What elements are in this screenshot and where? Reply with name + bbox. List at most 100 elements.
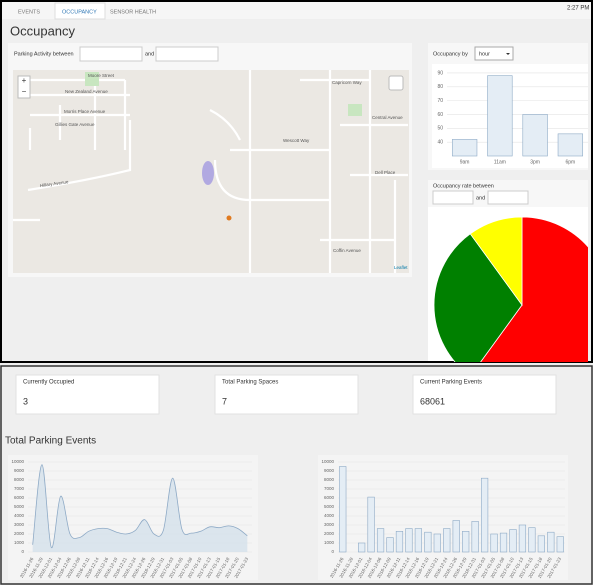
map-label: New Zealand Avenue <box>65 89 108 94</box>
active-tab-bg <box>54 2 106 20</box>
line-chart-bg <box>8 455 258 580</box>
map-label: Dell Place <box>375 170 396 175</box>
interval-value: hour <box>479 51 490 57</box>
date-input[interactable] <box>432 190 474 205</box>
y-tick-label: 80 <box>437 84 443 90</box>
y-tick-label: 8000 <box>324 477 335 482</box>
bar <box>487 75 513 157</box>
map-label: Coffin Avenue <box>333 248 361 253</box>
tab[interactable]: SENSOR HEALTH <box>110 9 156 15</box>
layers-button[interactable] <box>388 75 404 91</box>
bar <box>451 139 478 157</box>
tab[interactable]: OCCUPANCY <box>62 9 97 15</box>
area <box>32 464 248 552</box>
y-tick-label: 9000 <box>324 468 335 473</box>
bar <box>405 528 413 553</box>
map-attribution: Leaflet <box>394 265 408 270</box>
y-tick-label: 3000 <box>324 522 335 527</box>
interval-select[interactable] <box>474 46 514 61</box>
bar <box>339 466 347 553</box>
bar <box>395 530 404 553</box>
map-label: Gillies Gate Avenue <box>55 122 95 127</box>
y-tick-label: 5000 <box>324 504 335 509</box>
bar <box>537 535 545 553</box>
bar <box>528 527 536 553</box>
y-tick-label: 60 <box>437 112 443 118</box>
bar <box>518 524 527 553</box>
stat-card <box>412 374 557 415</box>
y-tick-label: 3000 <box>14 522 25 527</box>
pie-slice <box>433 233 523 362</box>
y-tick-label: 70 <box>437 98 443 104</box>
y-tick-label: 90 <box>437 70 443 76</box>
tab[interactable]: EVENTS <box>18 9 40 15</box>
date-input[interactable] <box>79 46 143 62</box>
occupancy-by-label: Occupancy by <box>433 51 468 57</box>
bar <box>424 531 432 553</box>
park <box>85 72 99 86</box>
filter-and: and <box>145 51 154 57</box>
map-label: Central Avenue <box>372 115 403 120</box>
stat-card <box>214 374 359 415</box>
bar <box>490 533 498 553</box>
pie-slice <box>469 216 523 307</box>
pie-slice <box>480 216 588 362</box>
bar <box>480 477 489 553</box>
stat-value: 68061 <box>420 396 445 406</box>
bar <box>522 114 548 157</box>
y-tick-label: 2000 <box>324 531 335 536</box>
marker[interactable] <box>226 215 232 221</box>
y-tick-label: 2000 <box>14 531 25 536</box>
stat-card <box>15 374 160 415</box>
bar <box>386 537 394 553</box>
x-tick-label: 3pm <box>530 159 540 165</box>
bar <box>433 533 441 553</box>
zoom-out[interactable]: − <box>22 87 27 96</box>
x-tick-label: 6pm <box>566 159 576 165</box>
zoom-control <box>17 75 31 99</box>
y-tick-label: 7000 <box>324 486 335 491</box>
zoom-in[interactable]: + <box>22 76 27 85</box>
park <box>348 104 362 116</box>
bar <box>499 532 508 553</box>
frame <box>0 365 593 585</box>
select-arrow <box>506 53 510 55</box>
bar <box>367 496 375 553</box>
frame <box>0 0 593 363</box>
page-title: Occupancy <box>10 23 76 38</box>
date-input[interactable] <box>487 190 529 205</box>
y-tick-label: 10000 <box>321 459 334 464</box>
map-label: Morris Place Avenue <box>64 109 106 114</box>
map-label: Wescott Way <box>283 138 310 143</box>
bar <box>471 521 479 553</box>
y-tick-label: 8000 <box>14 477 25 482</box>
map-label: Capricorn Way <box>332 80 362 85</box>
y-tick-label: 10000 <box>11 459 24 464</box>
y-tick-label: 4000 <box>14 513 25 518</box>
y-tick-label: 6000 <box>14 495 25 500</box>
y-tick-label: 6000 <box>324 495 335 500</box>
tab-bar <box>0 0 593 19</box>
y-tick-label: 7000 <box>14 486 25 491</box>
line <box>32 464 248 548</box>
map-label: Moore Street <box>88 73 115 78</box>
y-tick-label: 0 <box>331 549 334 554</box>
stat-label: Total Parking Spaces <box>222 380 278 386</box>
date-input[interactable] <box>155 46 219 62</box>
y-tick-label: 4000 <box>324 513 335 518</box>
y-tick-label: 50 <box>437 126 443 132</box>
bar-chart-bg <box>318 455 568 580</box>
bar <box>462 530 470 553</box>
bar <box>557 133 584 157</box>
rate-and: and <box>476 195 485 201</box>
bar <box>443 528 451 553</box>
bar <box>414 528 423 553</box>
filter-label: Parking Activity between <box>14 51 74 57</box>
y-tick-label: 1000 <box>14 540 25 545</box>
x-tick-label: 9am <box>460 159 470 165</box>
stat-label: Currently Occupied <box>23 380 74 386</box>
rate-label: Occupancy rate between <box>433 183 494 189</box>
bar <box>452 520 460 553</box>
